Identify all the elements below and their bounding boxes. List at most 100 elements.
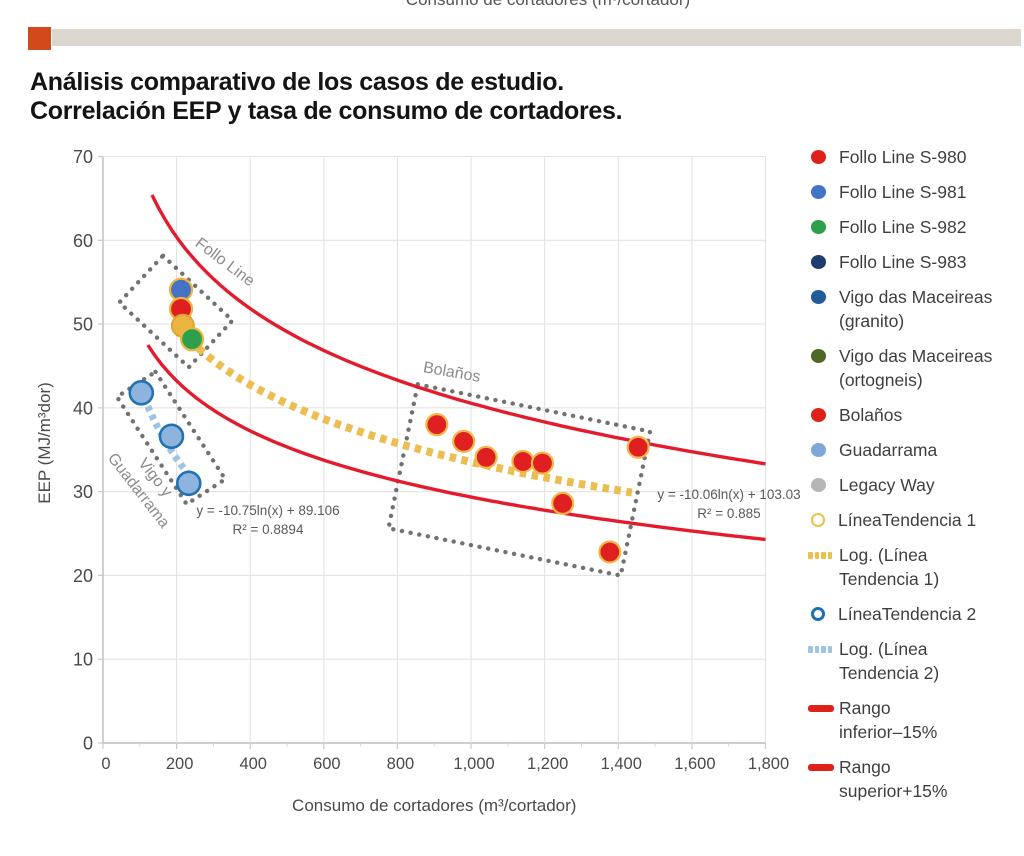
point-bola-os <box>474 445 498 469</box>
legend-marker-dot-icon <box>811 478 826 492</box>
legend-item-vigo-das-maceireas: Vigo das Maceireas (ortogneis) <box>806 344 1022 392</box>
point-bola-os <box>452 429 476 453</box>
legend-marker-ring-icon <box>811 513 825 527</box>
legend-label: Vigo das Maceireas (granito) <box>839 287 993 331</box>
legend-label: Bolaños <box>839 405 903 425</box>
page-title: Análisis comparativo de los casos de est… <box>30 68 623 126</box>
legend-marker-dot-icon <box>811 255 826 269</box>
equation-1-line-2: R² = 0.8894 <box>233 522 304 537</box>
point-follo-line-s-982 <box>179 327 205 352</box>
equation-2-line-2: R² = 0.885 <box>697 506 760 521</box>
point-bola-os <box>530 451 555 475</box>
legend-label: Follo Line S-981 <box>839 182 967 202</box>
dash-segment <box>808 552 813 559</box>
legend-item-rango: Rango superior+15% <box>806 755 1022 803</box>
dash-segment <box>821 552 826 559</box>
trend-curve-rango-inferior-15 <box>146 344 766 542</box>
y-tick-label: 40 <box>73 398 93 418</box>
legend-item-guadarrama: Guadarrama <box>806 438 1022 462</box>
clipped-axis-title-above: Consumo de cortadores (m³/cortador) <box>406 0 690 10</box>
legend-marker-dot-icon <box>811 150 826 164</box>
legend-label: Guadarrama <box>839 440 938 460</box>
legend-item-l-neatendencia-2: LíneaTendencia 2 <box>806 602 1022 626</box>
cluster-label-bola-os: Bolaños <box>422 359 482 386</box>
legend-marker-line-icon <box>808 705 834 712</box>
legend-marker-line-icon <box>808 764 834 771</box>
x-tick-label: 800 <box>387 755 415 773</box>
trend-curve-rango-superior-15 <box>150 194 766 466</box>
dash-segment <box>821 646 826 653</box>
legend-label: Follo Line S-980 <box>839 147 967 167</box>
legend-item-follo-line-s-982: Follo Line S-982 <box>806 215 1022 239</box>
legend-label: Log. (Línea Tendencia 2) <box>839 639 940 683</box>
point-bola-os <box>598 540 622 564</box>
trend-curve-log-l-nea-tendencia-1 <box>178 328 633 497</box>
legend-marker-dashes-icon <box>808 646 832 653</box>
point-bola-os <box>511 449 535 474</box>
cluster-label-follo-line: Follo Line <box>192 235 258 290</box>
legend-item-follo-line-s-980: Follo Line S-980 <box>806 145 1022 169</box>
legend-item-l-neatendencia-1: LíneaTendencia 1 <box>806 508 1022 532</box>
x-tick-label: 200 <box>166 755 194 773</box>
x-tick-label: 1,000 <box>453 755 494 773</box>
accent-bar <box>52 29 1021 46</box>
point-vigo-y-guadarrama-l-neatendencia-2 <box>175 470 202 497</box>
y-tick-label: 0 <box>83 734 93 754</box>
x-tick-label: 1,600 <box>674 755 715 773</box>
page-title-line-2: Correlación EEP y tasa de consumo de cor… <box>30 97 623 125</box>
x-tick-label: 1,400 <box>601 755 642 773</box>
dash-segment <box>827 646 832 653</box>
x-tick-label: 1,800 <box>748 755 789 773</box>
y-tick-label: 70 <box>73 147 93 167</box>
legend-label: Follo Line S-983 <box>839 252 967 272</box>
x-axis-title: Consumo de cortadores (m³/cortador) <box>292 796 576 815</box>
legend-label: Vigo das Maceireas (ortogneis) <box>839 346 993 390</box>
legend-label: Follo Line S-982 <box>839 217 967 237</box>
legend-marker-dot-icon <box>811 408 826 422</box>
point-vigo-y-guadarrama-l-neatendencia-2 <box>158 423 185 450</box>
legend-marker-dot-icon <box>811 443 826 457</box>
legend-item-log-l-nea: Log. (Línea Tendencia 1) <box>806 543 1022 591</box>
equation-2-line-1: y = -10.06ln(x) + 103.03 <box>657 487 800 502</box>
legend-label: Rango superior+15% <box>839 757 948 801</box>
dash-segment <box>808 646 813 653</box>
legend-label: Log. (Línea Tendencia 1) <box>839 545 940 589</box>
x-tick-label: 600 <box>313 755 341 773</box>
dash-segment <box>814 646 819 653</box>
accent-square <box>28 27 51 50</box>
equation-1-line-1: y = -10.75ln(x) + 89.106 <box>196 503 339 518</box>
legend-item-follo-line-s-983: Follo Line S-983 <box>806 250 1022 274</box>
legend-marker-dot-icon <box>811 349 826 363</box>
x-tick-label: 1,200 <box>527 755 568 773</box>
point-bola-os <box>425 413 449 437</box>
legend-item-bola-os: Bolaños <box>806 403 1022 427</box>
cluster-box-bola-os <box>385 381 653 579</box>
legend-item-follo-line-s-981: Follo Line S-981 <box>806 180 1022 204</box>
point-vigo-y-guadarrama-l-neatendencia-2 <box>128 379 155 406</box>
legend-label: Rango inferior–15% <box>839 698 938 742</box>
point-bola-os <box>626 435 650 459</box>
legend-item-log-l-nea: Log. (Línea Tendencia 2) <box>806 637 1022 685</box>
legend-marker-dot-icon <box>811 185 826 199</box>
legend-label: LíneaTendencia 1 <box>838 510 977 530</box>
legend-label: Legacy Way <box>839 475 935 495</box>
dash-segment <box>814 552 819 559</box>
legend-item-rango: Rango inferior–15% <box>806 696 1022 744</box>
y-axis-title: EEP (MJ/m³dor) <box>35 382 54 504</box>
dash-segment <box>827 552 832 559</box>
legend-item-legacy-way: Legacy Way <box>806 473 1022 497</box>
y-tick-label: 50 <box>73 315 93 335</box>
y-tick-label: 30 <box>73 482 93 502</box>
y-tick-label: 10 <box>73 650 93 670</box>
x-tick-label: 0 <box>101 755 110 773</box>
page-title-line-1: Análisis comparativo de los casos de est… <box>30 68 564 96</box>
legend-marker-dot-icon <box>811 220 826 234</box>
legend-item-vigo-das-maceireas: Vigo das Maceireas (granito) <box>806 285 1022 333</box>
legend-marker-dashes-icon <box>808 552 832 559</box>
legend-marker-ring-icon <box>811 607 825 621</box>
x-tick-label: 400 <box>239 755 267 773</box>
y-tick-label: 60 <box>73 231 93 251</box>
point-bola-os <box>551 491 575 515</box>
